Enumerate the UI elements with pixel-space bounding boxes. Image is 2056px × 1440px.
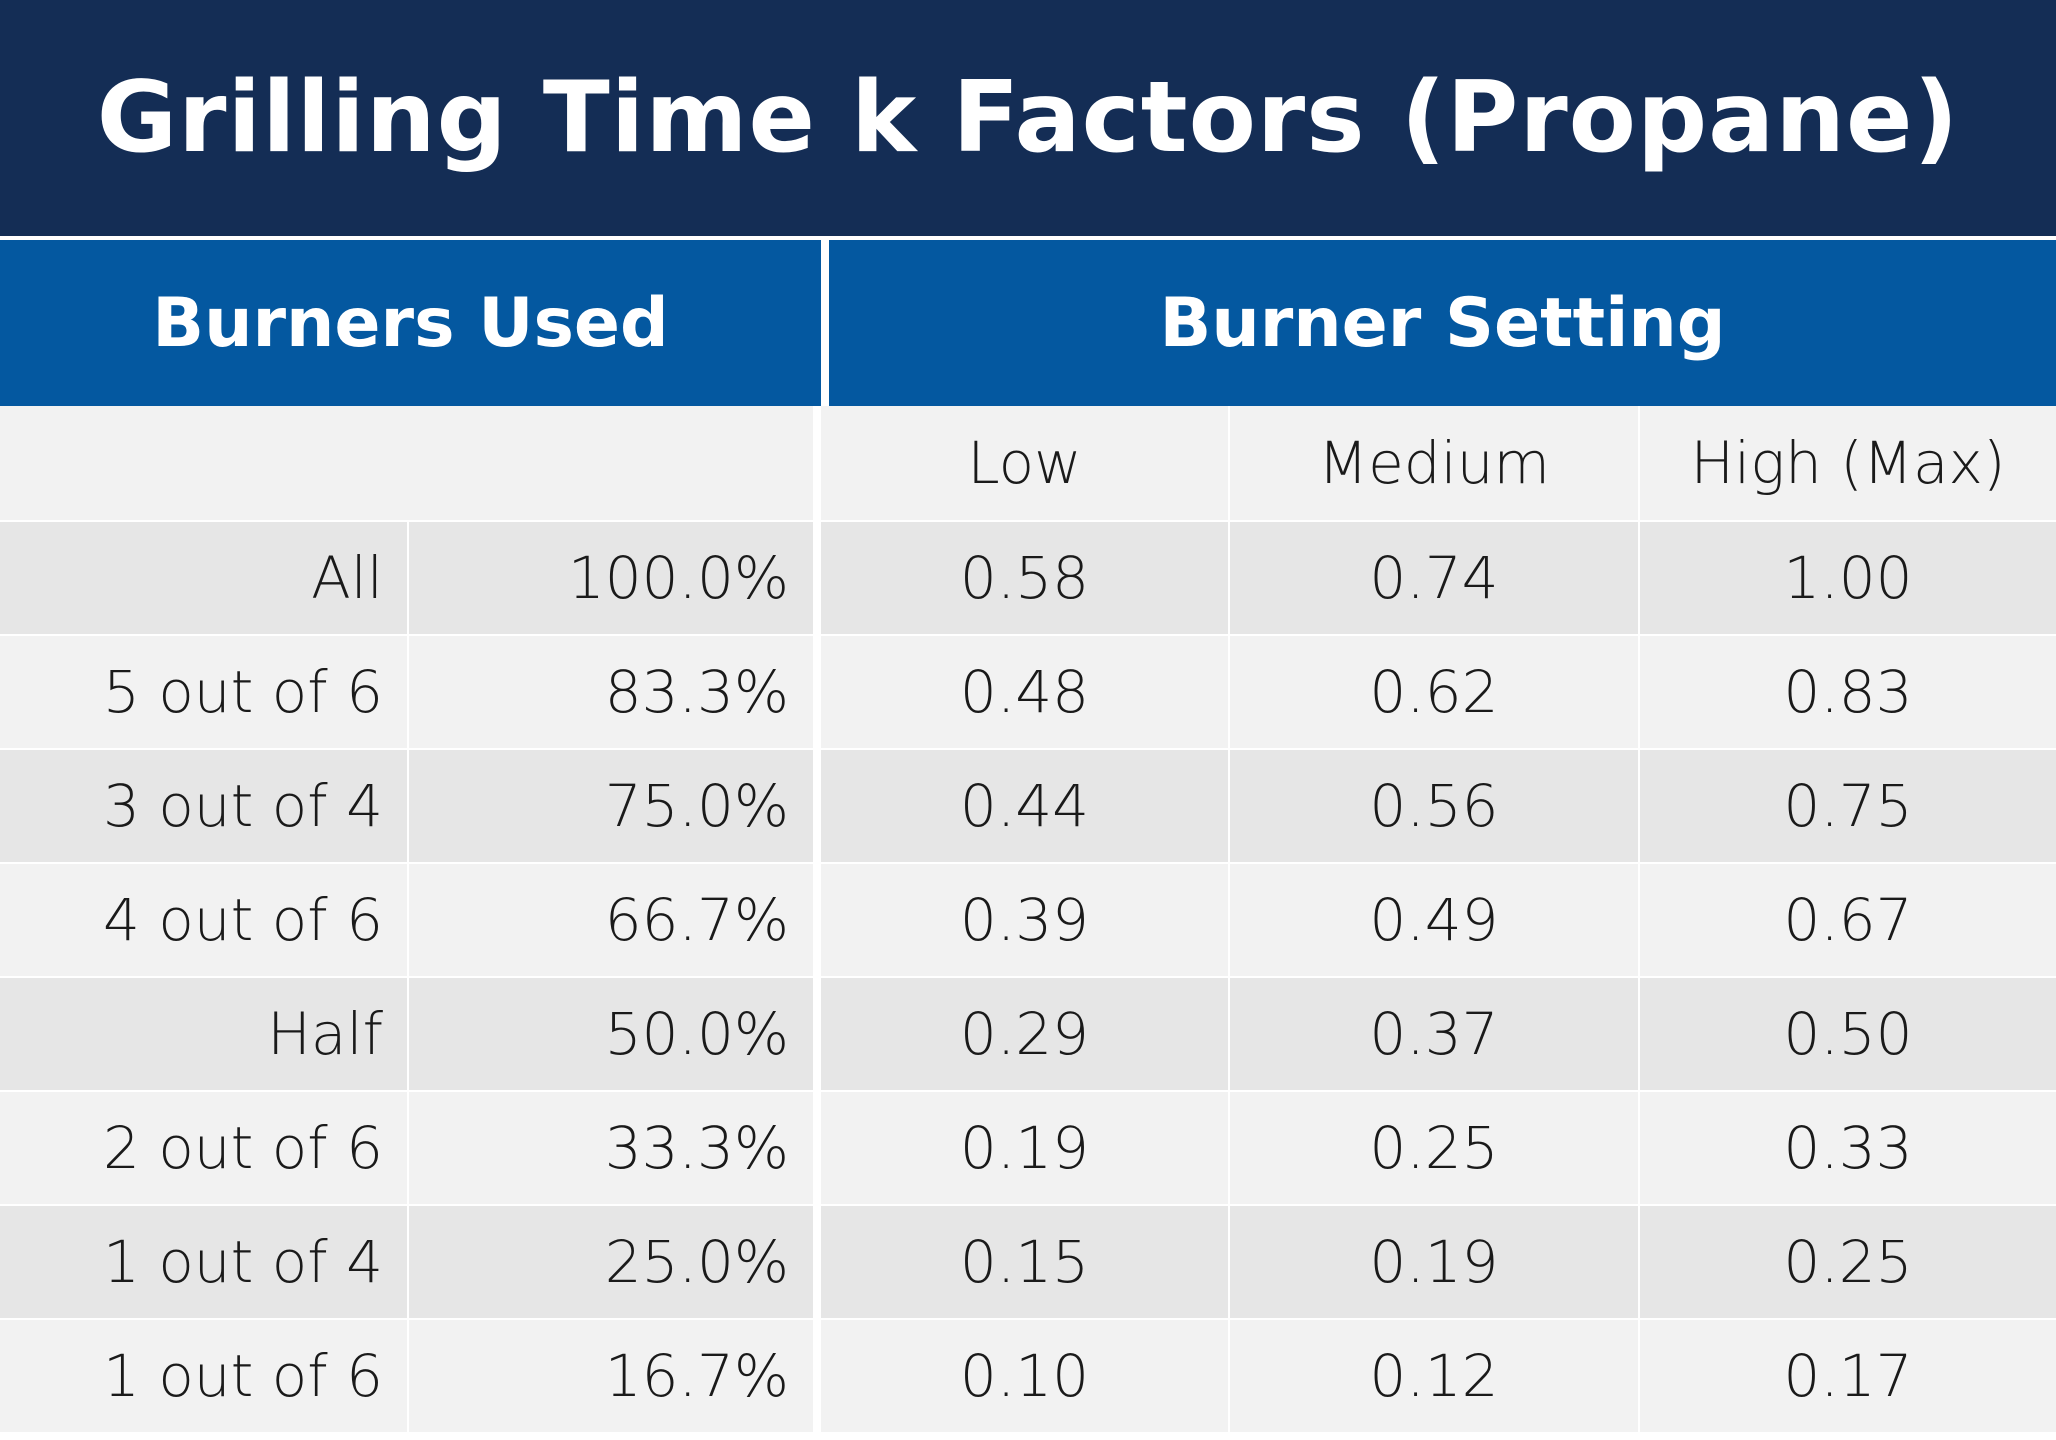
subheader-blank-cell [0, 406, 821, 522]
setting-medium-header: Medium [1230, 406, 1640, 522]
k-high: 0.17 [1640, 1320, 2056, 1434]
burners-percent: 16.7% [409, 1320, 821, 1434]
k-high: 1.00 [1640, 522, 2056, 636]
burners-label: 1 out of 6 [0, 1320, 409, 1434]
k-low: 0.15 [821, 1206, 1230, 1320]
burners-used-header: Burners Used [0, 240, 821, 406]
burners-label: 1 out of 4 [0, 1206, 409, 1320]
k-medium: 0.74 [1230, 522, 1640, 636]
burners-percent: 100.0% [409, 522, 821, 636]
k-high: 0.25 [1640, 1206, 2056, 1320]
k-high: 0.33 [1640, 1092, 2056, 1206]
burners-percent: 75.0% [409, 750, 821, 864]
k-factor-table: Low Medium High (Max) All 100.0% 0.58 0.… [0, 406, 2056, 1434]
page-title: Grilling Time k Factors (Propane) [96, 61, 1960, 175]
k-low: 0.19 [821, 1092, 1230, 1206]
burner-setting-header: Burner Setting [829, 240, 2056, 406]
k-low: 0.48 [821, 636, 1230, 750]
k-medium: 0.12 [1230, 1320, 1640, 1434]
k-high: 0.67 [1640, 864, 2056, 978]
burners-label: 2 out of 6 [0, 1092, 409, 1206]
burners-percent: 33.3% [409, 1092, 821, 1206]
setting-high-header: High (Max) [1640, 406, 2056, 522]
burners-label: 3 out of 4 [0, 750, 409, 864]
k-low: 0.10 [821, 1320, 1230, 1434]
burners-percent: 66.7% [409, 864, 821, 978]
k-medium: 0.62 [1230, 636, 1640, 750]
title-bar: Grilling Time k Factors (Propane) [0, 0, 2056, 236]
k-medium: 0.19 [1230, 1206, 1640, 1320]
k-high: 0.83 [1640, 636, 2056, 750]
burners-percent: 50.0% [409, 978, 821, 1092]
k-medium: 0.56 [1230, 750, 1640, 864]
k-medium: 0.25 [1230, 1092, 1640, 1206]
k-medium: 0.37 [1230, 978, 1640, 1092]
setting-low-header: Low [821, 406, 1230, 522]
burners-label: Half [0, 978, 409, 1092]
burners-label: 4 out of 6 [0, 864, 409, 978]
burners-percent: 25.0% [409, 1206, 821, 1320]
burners-label: 5 out of 6 [0, 636, 409, 750]
k-low: 0.39 [821, 864, 1230, 978]
k-medium: 0.49 [1230, 864, 1640, 978]
k-high: 0.75 [1640, 750, 2056, 864]
k-low: 0.29 [821, 978, 1230, 1092]
k-low: 0.44 [821, 750, 1230, 864]
burners-percent: 83.3% [409, 636, 821, 750]
burners-label: All [0, 522, 409, 636]
k-low: 0.58 [821, 522, 1230, 636]
k-high: 0.50 [1640, 978, 2056, 1092]
